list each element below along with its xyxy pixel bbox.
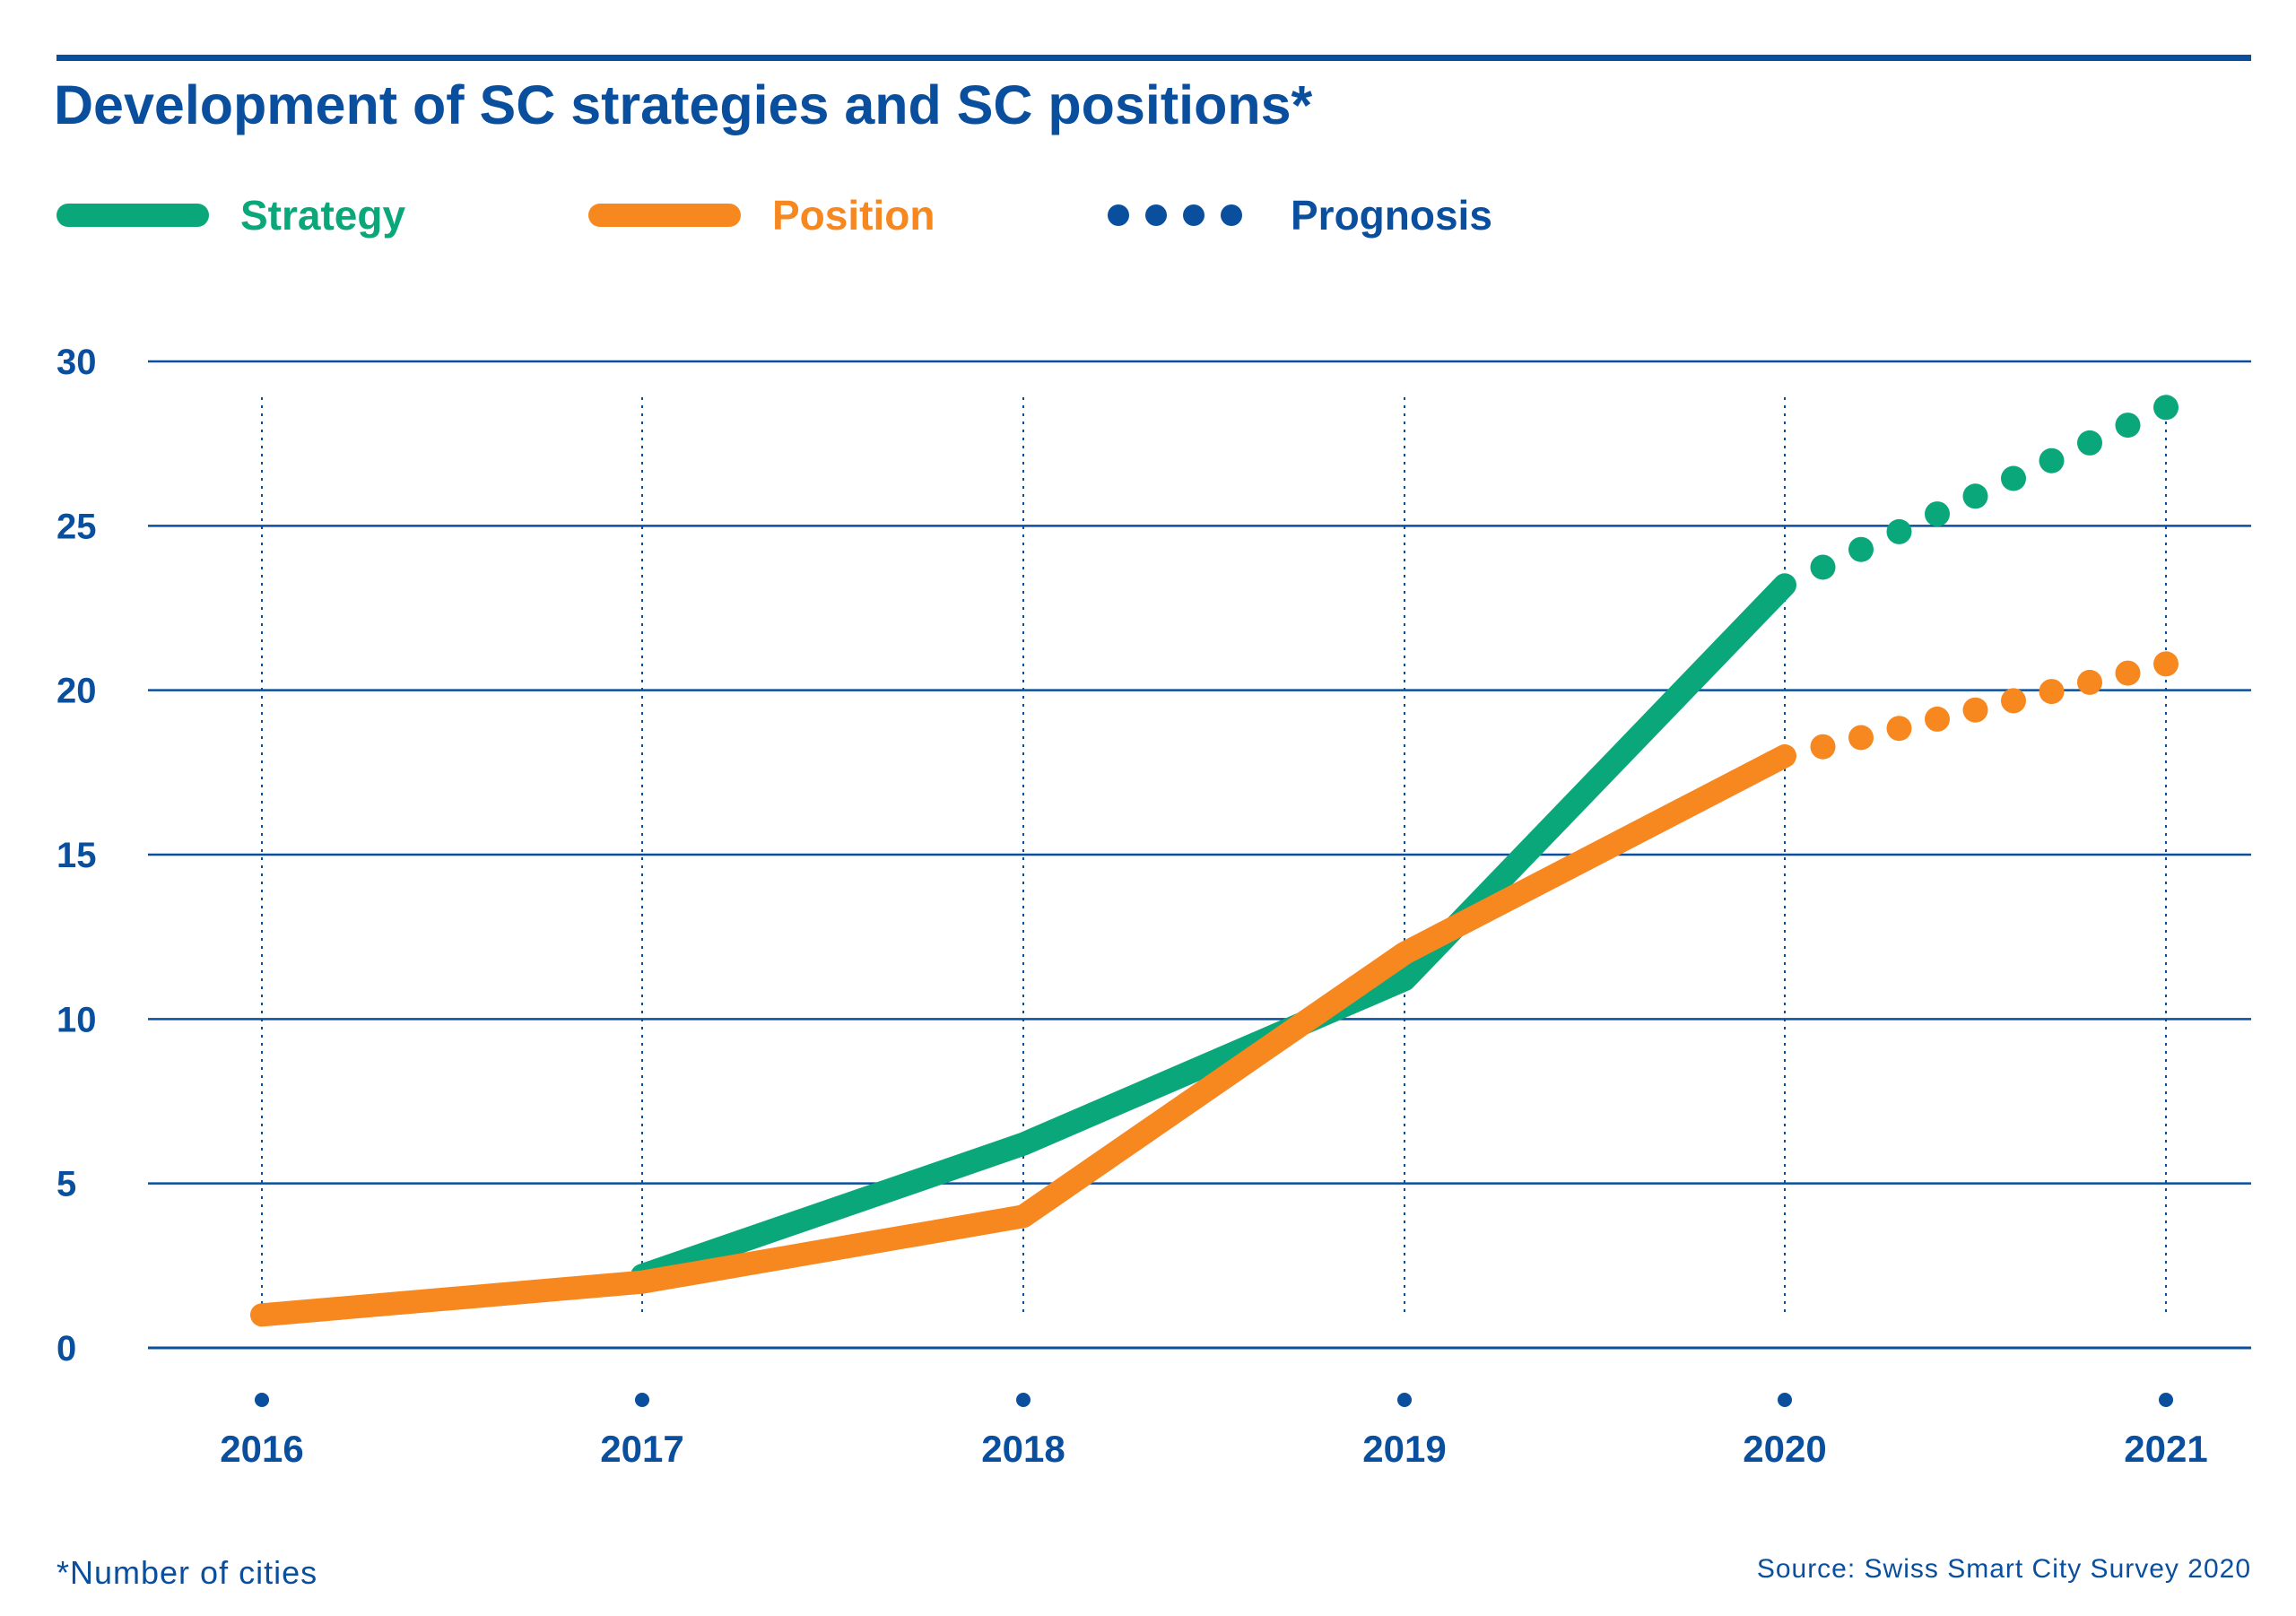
prognosis-dot-position (2115, 660, 2141, 686)
legend-item-strategy: Strategy (57, 188, 405, 242)
legend-item-position: Position (588, 188, 935, 242)
legend-dots-prognosis (1108, 204, 1258, 226)
prognosis-dot-strategy (2039, 447, 2065, 474)
prognosis-dot-position (2001, 688, 2026, 714)
prognosis-dot-position (1848, 725, 1874, 751)
prognosis-dot-strategy (2115, 413, 2141, 439)
x-tick-dot-2019 (1397, 1393, 1412, 1407)
prognosis-dot-strategy (2077, 430, 2102, 456)
prognosis-dot-strategy (1925, 501, 1950, 527)
legend-item-prognosis: Prognosis (1108, 188, 1492, 242)
x-tick-dot-2016 (255, 1393, 269, 1407)
legend-swatch-position (588, 204, 741, 227)
series-line-strategy (631, 573, 1796, 1288)
chart-title: Development of SC strategies and SC posi… (54, 74, 1313, 135)
prognosis-dot-position (2039, 679, 2065, 705)
legend-swatch-strategy (57, 204, 209, 227)
prognosis-dot-position (2153, 651, 2179, 677)
source-note: Source: Swiss Smart City Survey 2020 (1756, 1554, 2251, 1584)
x-tick-dot-2017 (635, 1393, 649, 1407)
legend-label-position: Position (772, 192, 935, 239)
prognosis-dot-strategy (2153, 395, 2179, 421)
legend-label-prognosis: Prognosis (1291, 192, 1492, 239)
legend-label-strategy: Strategy (240, 192, 406, 239)
y-tick-label-15: 15 (57, 836, 97, 875)
prognosis-dot-position (1810, 734, 1836, 760)
prognosis-dot-position (1925, 706, 1950, 732)
y-tick-label-10: 10 (57, 1000, 97, 1039)
series-line-position (250, 744, 1796, 1327)
prognosis-dot-strategy (2001, 465, 2026, 491)
prognosis-dot-position (1886, 716, 1912, 742)
y-tick-label-20: 20 (57, 672, 97, 711)
prognosis-dot-position (1962, 697, 1988, 723)
x-tick-label-2016: 2016 (220, 1428, 303, 1470)
y-tick-label-30: 30 (57, 343, 97, 382)
prognosis-dot-strategy (1886, 518, 1912, 544)
x-tick-label-2017: 2017 (600, 1428, 683, 1470)
top-rule (57, 55, 2251, 61)
prognosis-dot-position (2077, 669, 2102, 695)
x-tick-dot-2021 (2159, 1393, 2173, 1407)
prognosis-dot-strategy (1962, 483, 1988, 509)
prognosis-dot-strategy (1810, 554, 1836, 580)
y-tick-label-5: 5 (57, 1165, 76, 1204)
x-tick-label-2019: 2019 (1362, 1428, 1446, 1470)
x-tick-label-2021: 2021 (2124, 1428, 2207, 1470)
y-tick-label-0: 0 (57, 1329, 76, 1368)
y-tick-label-25: 25 (57, 507, 97, 546)
x-tick-dot-2018 (1016, 1393, 1031, 1407)
x-tick-dot-2020 (1778, 1393, 1792, 1407)
x-tick-label-2020: 2020 (1743, 1428, 1826, 1470)
x-tick-label-2018: 2018 (981, 1428, 1065, 1470)
prognosis-dot-strategy (1848, 536, 1874, 562)
footnote: *Number of cities (57, 1554, 318, 1591)
